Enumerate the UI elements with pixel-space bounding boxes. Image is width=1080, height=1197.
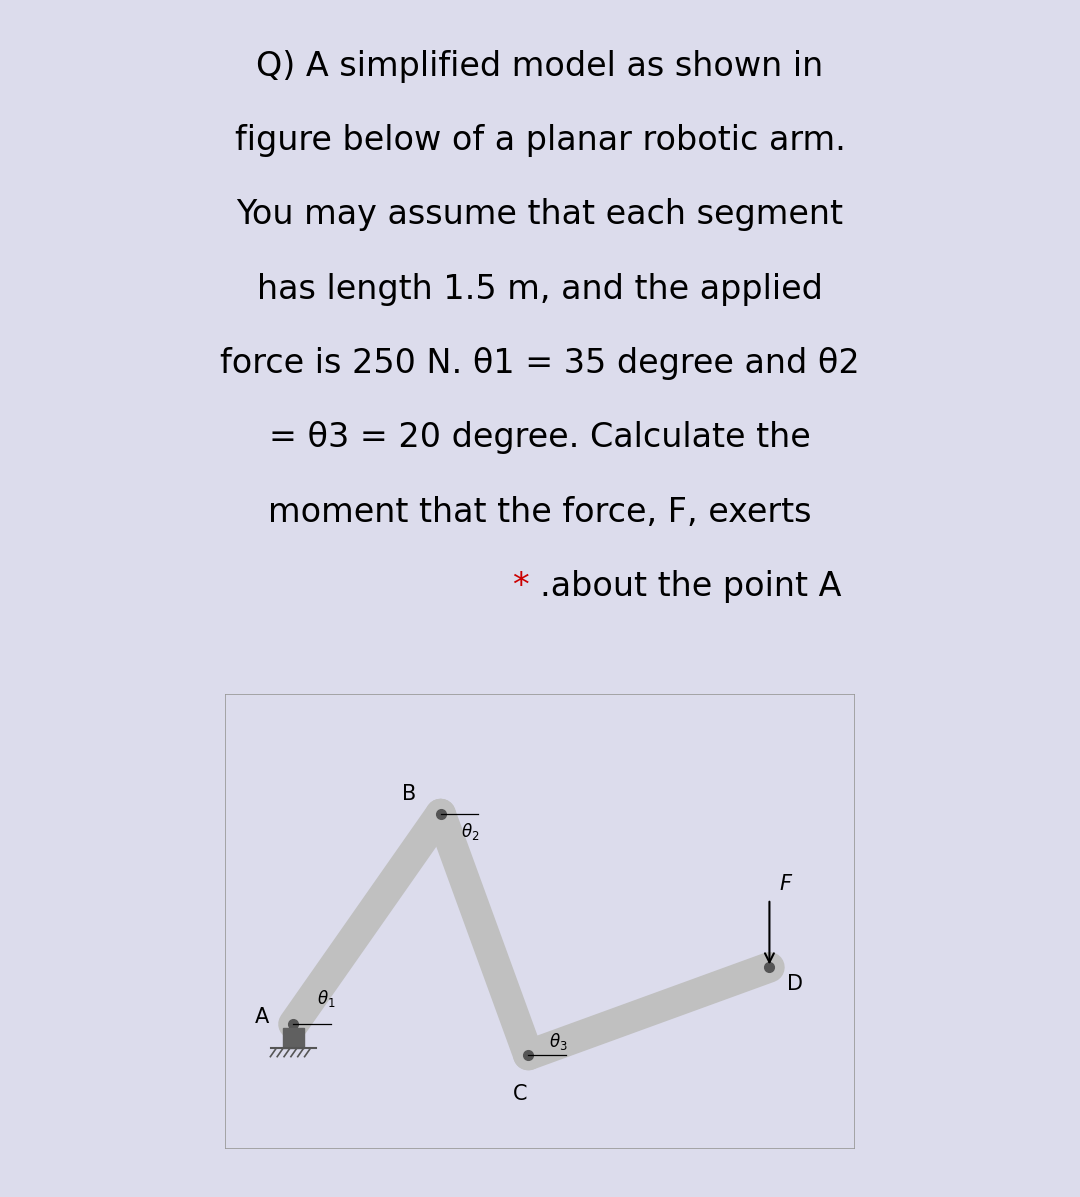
Text: F: F xyxy=(780,874,792,894)
Text: moment that the force, F, exerts: moment that the force, F, exerts xyxy=(268,496,812,529)
Text: figure below of a planar robotic arm.: figure below of a planar robotic arm. xyxy=(234,124,846,157)
Text: B: B xyxy=(403,784,417,803)
Text: $\theta_3$: $\theta_3$ xyxy=(549,1031,567,1052)
Text: A: A xyxy=(255,1008,270,1027)
Text: = θ3 = 20 degree. Calculate the: = θ3 = 20 degree. Calculate the xyxy=(269,421,811,455)
Text: Q) A simplified model as shown in: Q) A simplified model as shown in xyxy=(256,50,824,83)
Text: You may assume that each segment: You may assume that each segment xyxy=(237,199,843,231)
Text: $\theta_2$: $\theta_2$ xyxy=(461,821,480,841)
Bar xyxy=(283,1027,303,1049)
Text: D: D xyxy=(786,974,802,995)
Text: C: C xyxy=(513,1084,527,1104)
Text: .about the point A: .about the point A xyxy=(540,570,841,603)
Text: has length 1.5 m, and the applied: has length 1.5 m, and the applied xyxy=(257,273,823,305)
Text: force is 250 N. θ1 = 35 degree and θ2: force is 250 N. θ1 = 35 degree and θ2 xyxy=(220,347,860,381)
Text: $\theta_1$: $\theta_1$ xyxy=(318,988,336,1009)
Bar xyxy=(225,694,855,1149)
Text: *: * xyxy=(513,570,540,603)
